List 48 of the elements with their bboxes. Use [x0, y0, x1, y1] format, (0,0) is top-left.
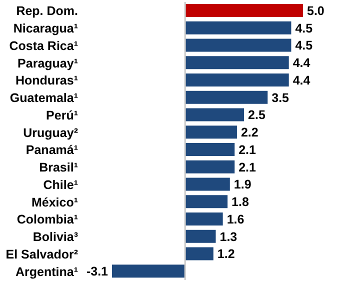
data-label: 1.3 [220, 230, 238, 244]
y-tick-label: Rep. Dom. [16, 4, 78, 18]
y-tick-label: México¹ [31, 195, 78, 210]
bar [185, 195, 228, 208]
data-label: 4.5 [295, 21, 313, 36]
y-tick-label: El Salvador² [6, 247, 78, 262]
data-label: 1.6 [226, 212, 244, 226]
y-tick-label: Paraguay¹ [18, 56, 78, 70]
data-label: 2.2 [240, 126, 258, 140]
bar [185, 160, 235, 174]
data-label: 1.2 [217, 247, 235, 262]
y-tick-label: Argentina¹ [16, 264, 78, 279]
y-tick-label: Chile¹ [43, 178, 78, 192]
bar [185, 38, 292, 52]
data-label: -3.1 [86, 264, 108, 278]
y-tick-label: Bolivia³ [32, 230, 78, 244]
bar [185, 178, 230, 191]
data-label: 3.5 [272, 90, 290, 105]
data-label: 4.4 [292, 73, 310, 88]
bar [185, 4, 303, 17]
y-tick-label: Nicaragua¹ [13, 22, 78, 36]
y-tick-label: Perú¹ [46, 108, 78, 122]
bar [185, 21, 292, 34]
data-label: 2.1 [238, 160, 256, 174]
y-tick-label: Colombia¹ [16, 212, 78, 227]
bar [185, 90, 268, 104]
bar [185, 56, 289, 70]
bar [185, 247, 214, 260]
data-label: 4.5 [295, 38, 313, 53]
data-label: 2.5 [248, 108, 266, 122]
bar [185, 74, 289, 86]
bar [185, 108, 244, 122]
bar [112, 264, 186, 278]
y-tick-label: Costa Rica¹ [9, 38, 78, 53]
bar [185, 230, 216, 243]
y-tick-label: Uruguay² [23, 126, 78, 140]
y-tick-label: Panamá¹ [26, 143, 78, 158]
data-label: 5.0 [307, 4, 324, 18]
data-label: 1.9 [234, 178, 252, 192]
data-label: 2.1 [238, 142, 256, 157]
data-label: 1.8 [232, 195, 249, 209]
bar [185, 212, 223, 226]
bar [185, 126, 237, 139]
data-label: 4.4 [292, 56, 310, 70]
bar [185, 143, 235, 156]
y-tick-label: Guatemala¹ [10, 91, 78, 105]
y-tick-label: Brasil¹ [39, 160, 78, 174]
y-tick-label: Honduras¹ [16, 74, 78, 88]
